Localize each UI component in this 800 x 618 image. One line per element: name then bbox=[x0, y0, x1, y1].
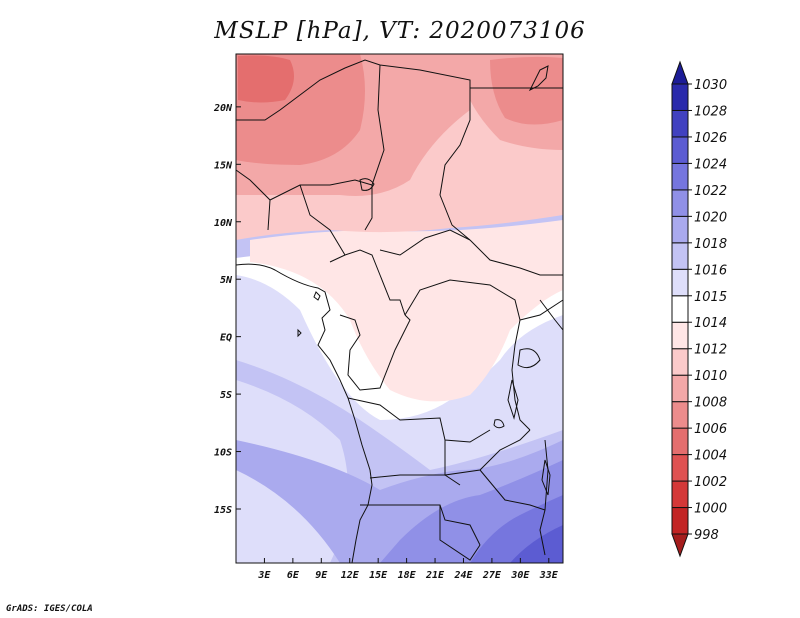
lake-malawi bbox=[541, 459, 551, 496]
colorbar-box bbox=[671, 374, 689, 403]
border-central-north bbox=[364, 64, 385, 231]
country-borders bbox=[235, 59, 564, 564]
border-zimbabwe bbox=[479, 469, 546, 511]
colorbar-label: 1006 bbox=[694, 422, 727, 437]
longitude-axis: 3E 6E 9E 12E 15E 18E 21E 24E 27E 30E 33E bbox=[257, 558, 559, 581]
colorbar-label: 1004 bbox=[694, 449, 727, 464]
lat-tick-label: 5N bbox=[220, 275, 233, 286]
lat-tick-label: 15N bbox=[214, 160, 233, 171]
lake-chad bbox=[359, 178, 375, 191]
border-cameroon bbox=[329, 249, 406, 316]
colorbar-label: 1015 bbox=[694, 290, 727, 305]
lat-tick-label: EQ bbox=[220, 333, 232, 344]
colorbar-label: 1028 bbox=[694, 104, 727, 119]
border-sahara bbox=[236, 59, 471, 121]
colorbar-label: 1030 bbox=[694, 78, 727, 93]
pressure-fill-1008-ne bbox=[490, 56, 563, 125]
colorbar-label: 1022 bbox=[694, 184, 727, 199]
island-bioko bbox=[313, 291, 321, 301]
lon-tick-label: 15E bbox=[369, 570, 388, 581]
colorbar-box bbox=[671, 454, 689, 482]
colorbar-box bbox=[671, 480, 689, 509]
lakes bbox=[359, 178, 551, 496]
colorbar-label: 1000 bbox=[694, 502, 727, 517]
border-zambia bbox=[444, 429, 531, 476]
colorbar-triangle-low bbox=[671, 533, 689, 558]
lat-tick-label: 5S bbox=[220, 390, 232, 401]
colorbar-label: 1014 bbox=[694, 316, 727, 331]
lon-tick-label: 27E bbox=[482, 570, 502, 581]
border-mozambique bbox=[539, 439, 549, 556]
border-south-sudan bbox=[469, 239, 563, 276]
pressure-fill-1026 bbox=[510, 525, 563, 563]
colorbar-box bbox=[671, 83, 689, 111]
island-red-sea-coast bbox=[528, 65, 549, 92]
island-sao-tome bbox=[297, 328, 302, 338]
pressure-fill-1014 bbox=[250, 220, 563, 402]
map-frame bbox=[235, 53, 564, 564]
grads-credit: GrADS: IGES/COLA bbox=[6, 604, 93, 614]
colorbar-box bbox=[671, 189, 689, 217]
colorbar-box bbox=[671, 427, 689, 456]
colorbar-label: 1018 bbox=[694, 237, 727, 252]
latitude-axis: 20N 15N 10N 5N EQ 5S 10S 15S bbox=[213, 103, 241, 516]
colorbar-label: 1016 bbox=[694, 263, 727, 278]
colorbar-label: 1026 bbox=[694, 131, 727, 146]
border-botswana bbox=[439, 505, 481, 561]
colorbar-box bbox=[671, 321, 689, 350]
coastline-west bbox=[235, 263, 373, 564]
border-drc-north bbox=[404, 279, 521, 321]
colorbar-label: 1020 bbox=[694, 210, 727, 225]
colorbar-label: 1012 bbox=[694, 343, 727, 358]
border-car bbox=[379, 229, 471, 256]
lat-tick-label: 20N bbox=[213, 103, 233, 114]
lake-mweru bbox=[493, 419, 505, 429]
lat-tick-label: 15S bbox=[214, 505, 232, 516]
colorbar-label: 1024 bbox=[694, 157, 727, 172]
border-west-chad bbox=[235, 169, 271, 231]
colorbar-box bbox=[671, 268, 689, 297]
colorbar-box bbox=[671, 215, 689, 244]
lon-tick-label: 6E bbox=[287, 570, 300, 581]
lat-tick-label: 10N bbox=[214, 218, 233, 229]
pressure-fill-1006 bbox=[238, 55, 294, 103]
lon-tick-label: 12E bbox=[341, 570, 360, 581]
colorbar-label: 1008 bbox=[694, 396, 727, 411]
border-chad-east bbox=[439, 108, 471, 241]
border-gabon-congo bbox=[339, 314, 411, 391]
colorbar-box bbox=[671, 295, 689, 323]
lon-tick-label: 30E bbox=[510, 570, 530, 581]
lon-tick-label: 21E bbox=[425, 570, 445, 581]
colorbar-label: 1002 bbox=[694, 475, 727, 490]
islands bbox=[297, 65, 549, 338]
colorbar-label: 1010 bbox=[694, 369, 727, 384]
lon-tick-label: 18E bbox=[398, 570, 417, 581]
colorbar-label: 998 bbox=[694, 528, 719, 543]
lon-tick-label: 24E bbox=[453, 570, 473, 581]
colorbar-box bbox=[671, 242, 689, 270]
lon-tick-label: 33E bbox=[539, 570, 559, 581]
colorbar-triangle-high bbox=[671, 60, 689, 85]
lake-tanganyika bbox=[507, 379, 519, 420]
border-angola-drc bbox=[347, 397, 491, 443]
colorbar-box bbox=[671, 348, 689, 376]
border-east-lakes bbox=[539, 299, 564, 331]
border-kenya bbox=[519, 299, 564, 321]
lon-tick-label: 3E bbox=[257, 570, 271, 581]
colorbar-box bbox=[671, 109, 689, 138]
colorbar-box bbox=[671, 401, 689, 429]
colorbar: 998 1000 1002 1004 1006 1008 1010 1012 1014 1015 1… bbox=[671, 60, 727, 558]
lon-tick-label: 9E bbox=[315, 570, 328, 581]
colorbar-box bbox=[671, 136, 689, 164]
lat-tick-label: 10S bbox=[214, 448, 232, 459]
border-angola-south bbox=[369, 474, 461, 486]
colorbar-box bbox=[671, 162, 689, 191]
lake-victoria bbox=[517, 348, 541, 369]
colorbar-box bbox=[671, 507, 689, 535]
border-namibia bbox=[360, 504, 481, 546]
map-panel bbox=[235, 53, 564, 564]
border-nigeria-south bbox=[299, 184, 346, 256]
map-title: MSLP [hPa], VT: 2020073106 bbox=[214, 18, 586, 44]
